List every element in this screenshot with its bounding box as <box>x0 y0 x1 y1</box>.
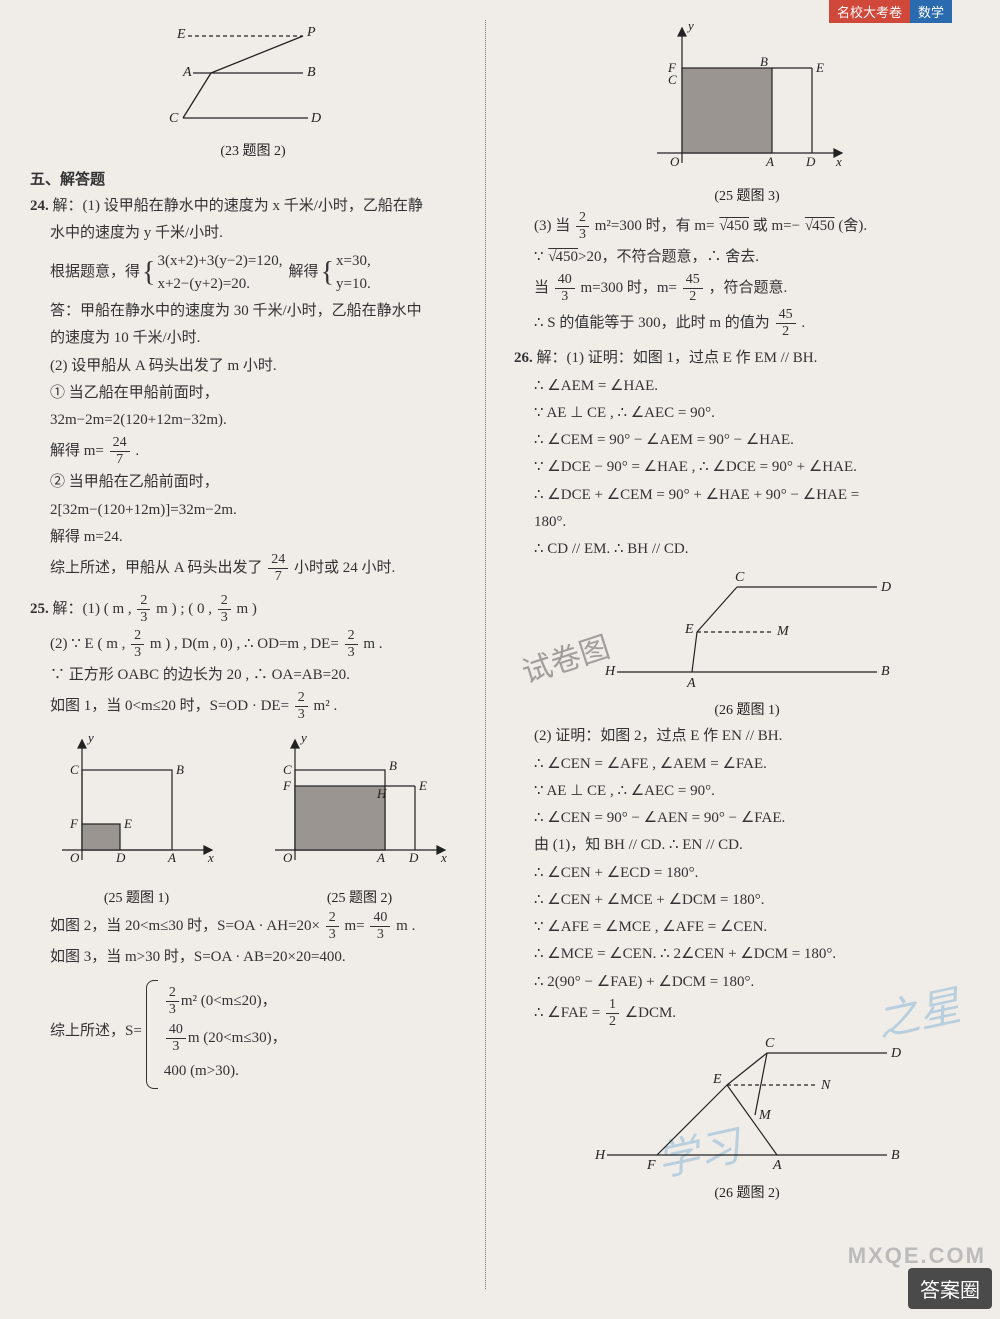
svg-text:D: D <box>890 1046 901 1061</box>
svg-text:P: P <box>306 25 316 40</box>
q25r-line4: ∴ S 的值能等于 300，此时 m 的值为 452 . <box>514 308 980 339</box>
q24-line1b: 水中的速度为 y 千米/小时. <box>30 222 476 245</box>
svg-text:A: A <box>376 850 385 865</box>
svg-text:B: B <box>176 762 184 777</box>
q24-line3b: 的速度为 10 千米/小时. <box>30 327 476 350</box>
svg-text:A: A <box>182 65 192 80</box>
svg-text:A: A <box>765 154 774 169</box>
q25-line6: 如图 3，当 m>30 时，S=OA · AB=20×20=400. <box>30 946 476 969</box>
q24-line8: ② 当甲船在乙船前面时， <box>30 471 476 494</box>
svg-text:O: O <box>670 154 680 169</box>
q24-num: 24. <box>30 198 49 214</box>
fig25-1: y C B F E O D A x (25 题图 1) <box>52 730 222 907</box>
svg-text:C: C <box>668 72 677 87</box>
svg-text:B: B <box>389 758 397 773</box>
svg-text:E: E <box>176 27 186 42</box>
right-column: y F C B E O A D x (25 题图 3) (3) 当 23 m²=… <box>490 12 980 1299</box>
q26-line1: 26. 解：(1) 证明：如图 1，过点 E 作 EM // BH. <box>514 347 980 370</box>
svg-text:D: D <box>310 111 321 126</box>
svg-text:y: y <box>86 730 94 745</box>
svg-text:B: B <box>881 664 890 679</box>
svg-text:F: F <box>646 1158 656 1173</box>
svg-text:B: B <box>307 65 316 80</box>
svg-text:O: O <box>70 850 80 865</box>
q25-line1: 25. 解：(1) ( m , 23 m ) ; ( 0 , 23 m ) <box>30 594 476 625</box>
svg-text:E: E <box>123 816 132 831</box>
svg-text:H: H <box>594 1148 606 1163</box>
q24-line9: 2[32m−(120+12m)]=32m−2m. <box>30 499 476 522</box>
svg-text:D: D <box>408 850 419 865</box>
q24-line1: 24. 解：(1) 设甲船在静水中的速度为 x 千米/小时，乙船在静 <box>30 195 476 218</box>
q25-line3: ∵ 正方形 OABC 的边长为 20 , ∴ OA=AB=20. <box>30 664 476 687</box>
section-5-title: 五、解答题 <box>30 168 476 189</box>
svg-text:O: O <box>283 850 293 865</box>
svg-text:D: D <box>115 850 126 865</box>
svg-text:A: A <box>772 1158 782 1173</box>
figure-26-2: C D E N M H F A B (26 题图 2) <box>514 1035 980 1202</box>
svg-text:B: B <box>760 54 768 69</box>
svg-text:C: C <box>70 762 79 777</box>
svg-text:A: A <box>686 676 696 691</box>
q25r-line2: ∵ 450>20，不符合题意，∴ 舍去. <box>514 246 980 269</box>
q24-line4: (2) 设甲船从 A 码头出发了 m 小时. <box>30 355 476 378</box>
svg-text:C: C <box>169 111 179 126</box>
svg-text:x: x <box>440 850 447 865</box>
q25-line4: 如图 1，当 0<m≤20 时，S=OD · DE= 23 m² . <box>30 691 476 722</box>
svg-text:x: x <box>207 850 214 865</box>
figure-23-2: E P A B C D (23 题图 2) <box>30 18 476 160</box>
svg-text:E: E <box>684 622 694 637</box>
svg-text:M: M <box>758 1108 772 1123</box>
svg-text:F: F <box>69 816 79 831</box>
fig25-row: y C B F E O D A x (25 题图 1) <box>30 730 476 907</box>
svg-text:y: y <box>299 730 307 745</box>
q25r-line1: (3) 当 23 m²=300 时，有 m= 450 或 m=− 450 (舍)… <box>514 211 980 242</box>
svg-text:D: D <box>805 154 816 169</box>
left-column: E P A B C D (23 题图 2) 五、解答题 24. 解：(1) 设甲… <box>30 12 490 1299</box>
q24-line10: 解得 m=24. <box>30 526 476 549</box>
figure-26-1: C D E M H A B (26 题图 1) <box>514 567 980 719</box>
svg-text:B: B <box>891 1148 900 1163</box>
q25-line5: 如图 2，当 20<m≤30 时，S=OA · AH=20× 23 m= 403… <box>30 911 476 942</box>
svg-text:H: H <box>604 664 616 679</box>
q25r-line3: 当 403 m=300 时，m= 452 ，符合题意. <box>514 273 980 304</box>
svg-text:F: F <box>282 778 292 793</box>
svg-text:E: E <box>418 778 427 793</box>
svg-text:E: E <box>815 60 824 75</box>
q25-line2: (2) ∵ E ( m , 23 m ) , D(m , 0) , ∴ OD=m… <box>30 629 476 660</box>
q24-line6: 32m−2m=2(120+12m−32m). <box>30 409 476 432</box>
figure-25-3: y F C B E O A D x (25 题图 3) <box>514 18 980 205</box>
svg-text:x: x <box>835 154 842 169</box>
page: E P A B C D (23 题图 2) 五、解答题 24. 解：(1) 设甲… <box>0 0 1000 1319</box>
svg-text:M: M <box>776 624 790 639</box>
svg-text:E: E <box>712 1072 722 1087</box>
svg-text:A: A <box>167 850 176 865</box>
fig23-caption: (23 题图 2) <box>30 140 476 160</box>
svg-text:C: C <box>283 762 292 777</box>
q24-line5: ① 当乙船在甲船前面时， <box>30 382 476 405</box>
fig25-2: y C B F H E O A D x (25 题图 2) <box>265 730 455 907</box>
svg-text:D: D <box>880 580 891 595</box>
q25-line7: 综上所述，S= 23m² (0<m≤20)， 403m (20<m≤30)， 4… <box>30 974 476 1089</box>
fig23-svg: E P A B C D <box>153 18 353 138</box>
q24-line7: 解得 m= 247 . <box>30 436 476 467</box>
svg-text:C: C <box>765 1036 775 1051</box>
q24-line2: 根据题意，得 { 3(x+2)+3(y−2)=120, x+2−(y+2)=20… <box>30 250 476 297</box>
svg-text:N: N <box>820 1078 831 1093</box>
q24-line11: 综上所述，甲船从 A 码头出发了 247 小时或 24 小时. <box>30 553 476 584</box>
q24-line3: 答：甲船在静水中的速度为 30 千米/小时，乙船在静水中 <box>30 300 476 323</box>
svg-text:H: H <box>376 786 387 801</box>
svg-text:C: C <box>735 570 745 585</box>
svg-text:y: y <box>686 18 694 33</box>
